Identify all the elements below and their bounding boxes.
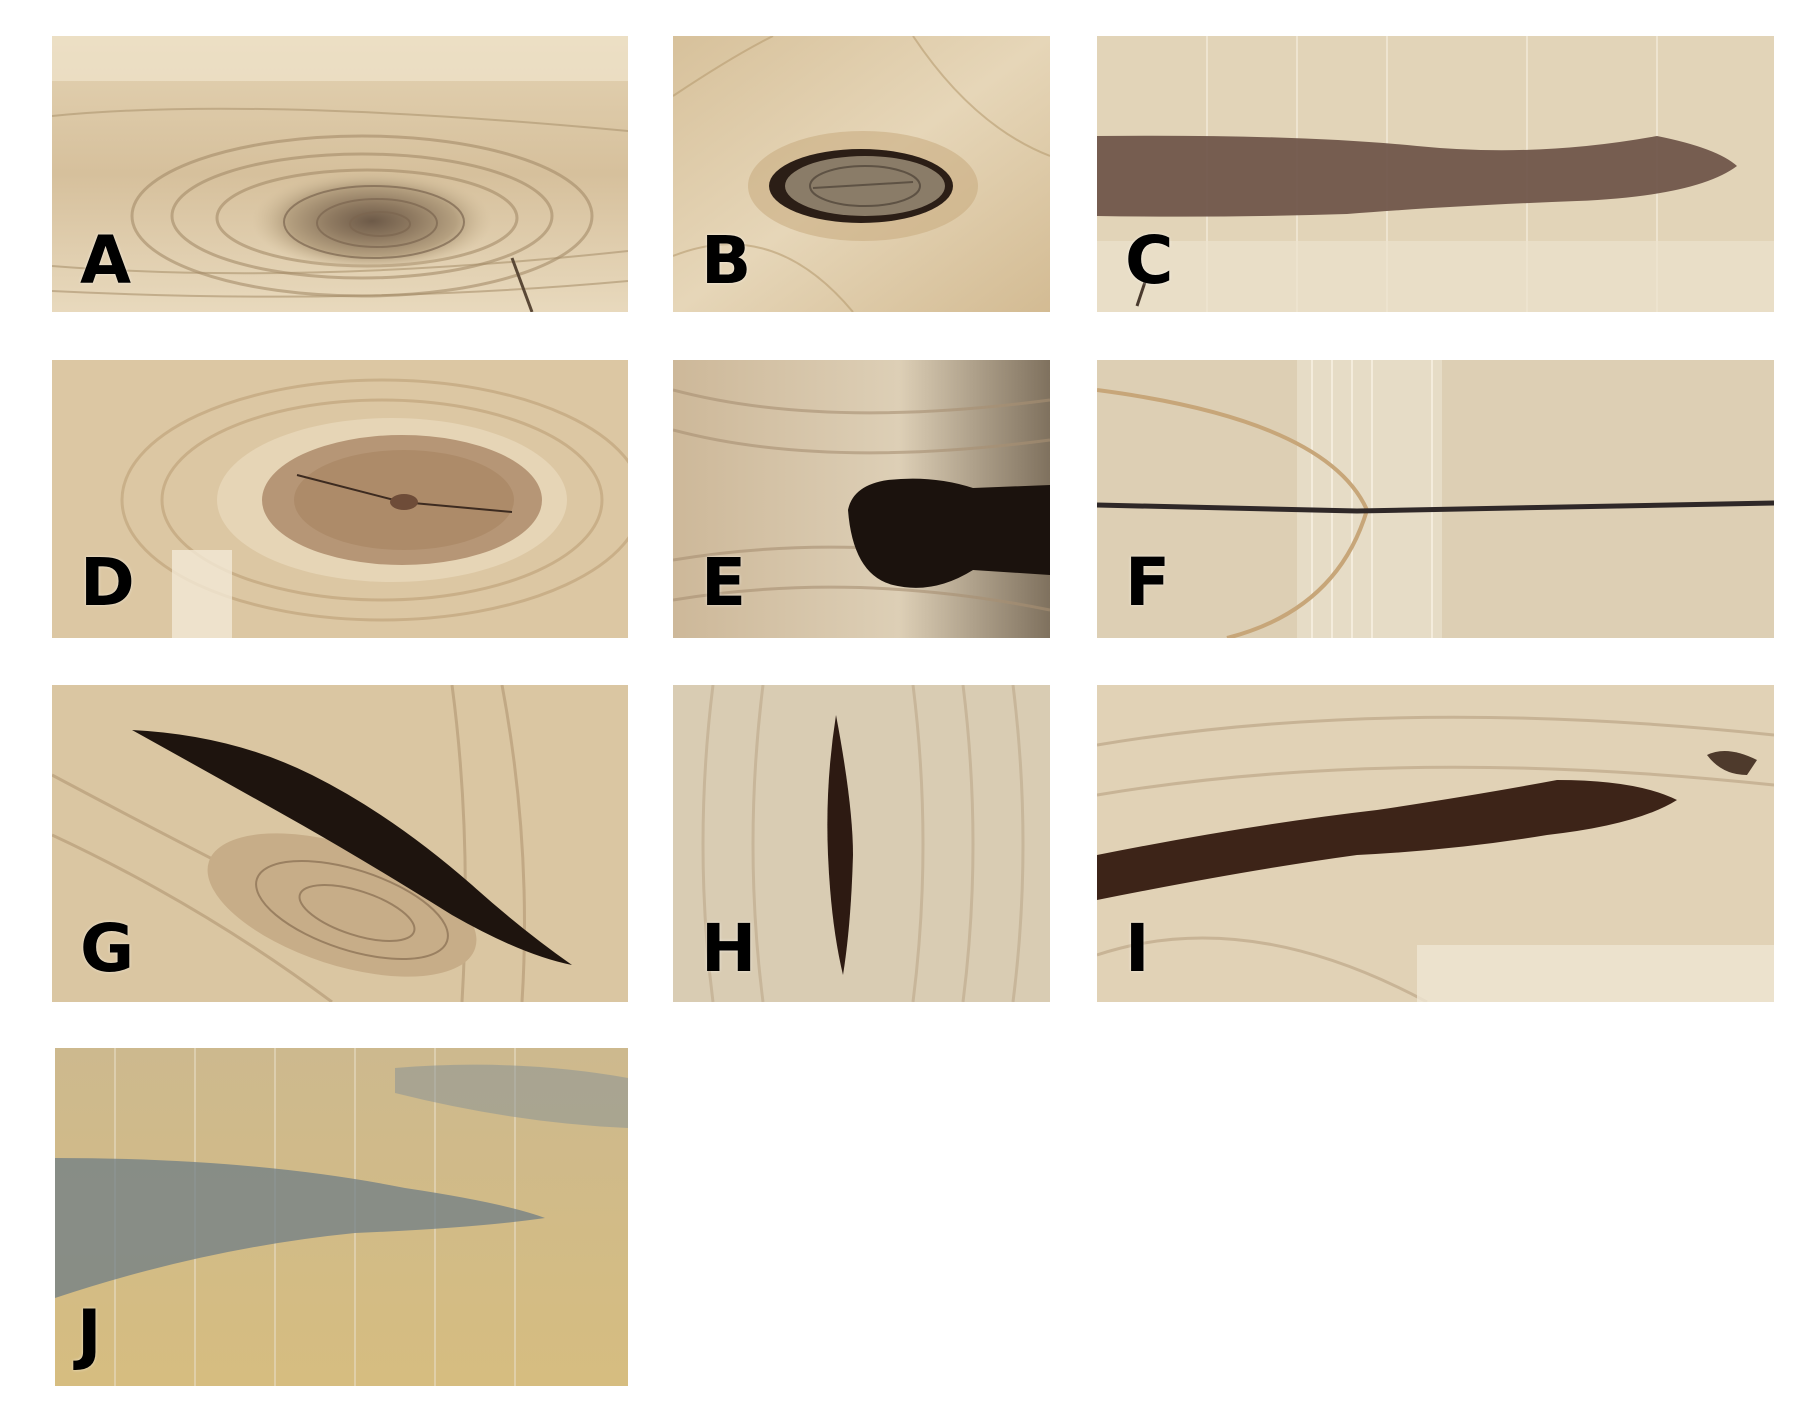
panel-label-a: A [80, 222, 132, 299]
panel-e: E [673, 360, 1050, 638]
panel-j: J [55, 1048, 628, 1386]
panel-label-d: D [80, 544, 135, 621]
dark-knot-image [673, 360, 1050, 638]
sound-knot-image [52, 36, 628, 312]
panel-label-e: E [701, 544, 747, 621]
sound-knot-with-crack-image [52, 360, 628, 638]
panel-c: C [1097, 36, 1774, 312]
panel-label-i: I [1125, 910, 1150, 987]
panel-label-f: F [1125, 544, 1171, 621]
panel-label-h: H [701, 910, 757, 987]
panel-label-b: B [701, 222, 752, 299]
thin-line-image [1097, 360, 1774, 638]
blue-stain-image [55, 1048, 628, 1386]
resin-pocket-image [673, 685, 1050, 1002]
panel-i: I [1097, 685, 1774, 1002]
bark-pocket-knot-image [52, 685, 628, 1002]
panel-label-g: G [80, 910, 135, 987]
panel-f: F [1097, 360, 1774, 638]
panel-label-j: J [77, 1296, 102, 1373]
panel-h: H [673, 685, 1050, 1002]
panel-a: A [52, 36, 628, 312]
panel-b: B [673, 36, 1050, 312]
panel-d: D [52, 360, 628, 638]
panel-g: G [52, 685, 628, 1002]
encased-knot-image [673, 36, 1050, 312]
panel-label-c: C [1125, 222, 1174, 299]
dark-streak-image [1097, 685, 1774, 1002]
resin-streak-image [1097, 36, 1774, 312]
